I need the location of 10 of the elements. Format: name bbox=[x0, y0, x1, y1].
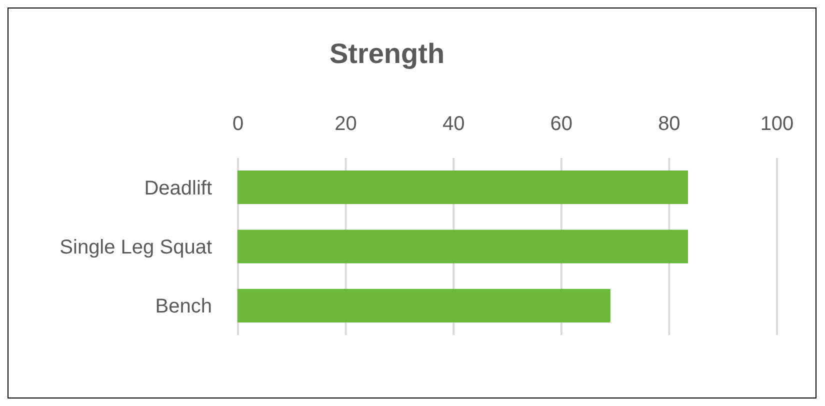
y-tick-label: Deadlift bbox=[144, 177, 212, 200]
x-tick-label: 60 bbox=[550, 113, 573, 135]
x-tick-label: 0 bbox=[232, 113, 244, 135]
y-tick-label: Bench bbox=[155, 296, 212, 318]
x-tick-label: 80 bbox=[658, 113, 680, 135]
y-tick-label: Single Leg Squat bbox=[60, 236, 212, 258]
x-tick-label: 40 bbox=[442, 113, 465, 135]
chart-title: Strength bbox=[329, 38, 445, 69]
x-tick-label: 20 bbox=[334, 113, 357, 135]
x-tick-label: 100 bbox=[760, 113, 794, 135]
